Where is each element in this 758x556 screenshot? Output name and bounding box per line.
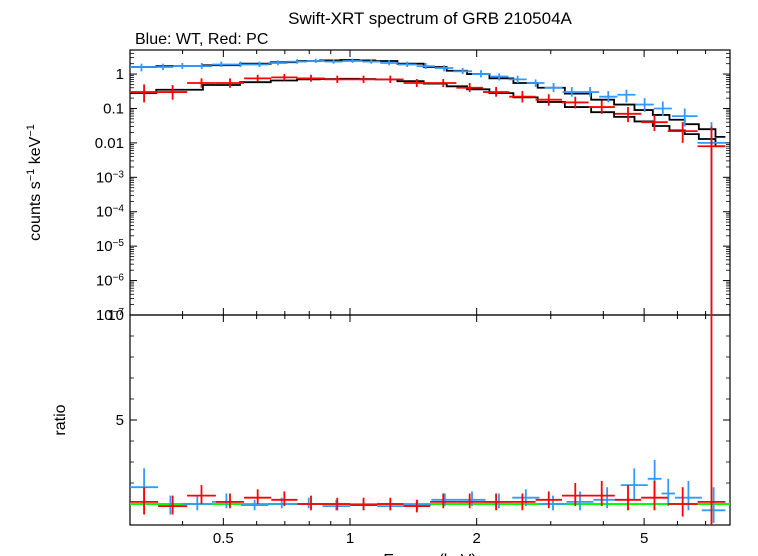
svg-text:10−6: 10−6 bbox=[96, 272, 125, 290]
svg-text:10: 10 bbox=[107, 307, 124, 324]
svg-text:10−5: 10−5 bbox=[96, 238, 125, 256]
svg-text:5: 5 bbox=[116, 412, 124, 429]
svg-text:Energy (keV): Energy (keV) bbox=[383, 552, 476, 556]
svg-text:2: 2 bbox=[473, 530, 481, 547]
svg-text:0.01: 0.01 bbox=[95, 135, 124, 152]
svg-text:1: 1 bbox=[346, 530, 354, 547]
svg-text:10−4: 10−4 bbox=[96, 203, 125, 221]
svg-text:ratio: ratio bbox=[52, 404, 69, 435]
svg-text:10−3: 10−3 bbox=[96, 169, 125, 187]
svg-text:counts s−1 keV−1: counts s−1 keV−1 bbox=[25, 124, 44, 241]
svg-text:1: 1 bbox=[116, 66, 124, 83]
svg-text:0.5: 0.5 bbox=[213, 530, 234, 547]
svg-text:Swift-XRT spectrum of GRB 2105: Swift-XRT spectrum of GRB 210504A bbox=[288, 9, 572, 28]
svg-text:5: 5 bbox=[640, 530, 648, 547]
svg-text:Blue: WT, Red: PC: Blue: WT, Red: PC bbox=[135, 31, 268, 48]
svg-text:0.1: 0.1 bbox=[103, 100, 124, 117]
chart-container: 0.512510−710−610−510−410−30.010.11510Swi… bbox=[0, 0, 758, 556]
spectrum-chart: 0.512510−710−610−510−410−30.010.11510Swi… bbox=[0, 0, 758, 556]
